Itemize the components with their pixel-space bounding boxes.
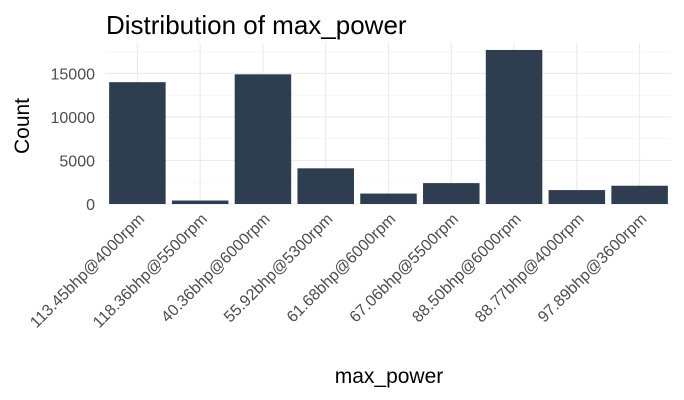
bar [360,193,417,204]
x-tick-label: 67.06bhp@5500rpm [347,211,462,326]
y-tick-label: 0 [86,197,95,214]
x-tick-label: 118.36bhp@5500rpm [90,211,211,332]
y-tick-label: 5000 [59,153,95,170]
bar [611,185,668,204]
bar [297,168,354,204]
bar [548,190,606,204]
chart-title: Distribution of max_power [106,10,407,40]
x-tick-label: 40.36bhp@6000rpm [158,211,273,326]
bar [423,183,480,204]
x-tick-labels: 113.45bhp@4000rpm118.36bhp@5500rpm40.36b… [27,211,650,332]
x-axis-title: max_power [335,365,444,388]
bar [485,49,543,205]
y-tick-label: 15000 [51,66,96,83]
x-tick-label: 88.50bhp@6000rpm [409,211,524,326]
bar [234,74,292,204]
bar [171,200,229,204]
x-tick-label: 113.45bhp@4000rpm [27,211,148,332]
grid-lines [106,43,671,205]
y-tick-label: 10000 [51,110,96,127]
x-tick-label: 88.77bhp@4000rpm [472,211,587,326]
y-axis-title: Count [11,98,34,154]
bars [109,49,668,205]
bar [109,82,166,204]
x-tick-label: 55.92bhp@5300rpm [221,211,336,326]
x-tick-label: 61.68bhp@6000rpm [284,211,399,326]
y-tick-labels: 0 5000 10000 15000 [51,66,96,214]
x-tick-label: 97.89bhp@3600rpm [535,211,650,326]
